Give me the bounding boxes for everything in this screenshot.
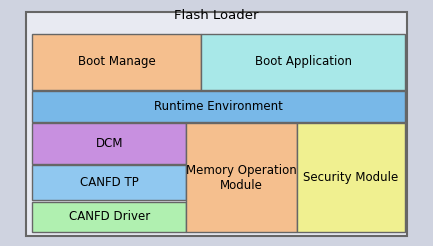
FancyBboxPatch shape [26, 12, 407, 236]
FancyBboxPatch shape [32, 123, 186, 164]
Text: Memory Operation
Module: Memory Operation Module [186, 164, 297, 192]
FancyBboxPatch shape [32, 34, 201, 90]
FancyBboxPatch shape [32, 91, 405, 122]
Text: Runtime Environment: Runtime Environment [154, 100, 283, 113]
FancyBboxPatch shape [201, 34, 405, 90]
Text: Flash Loader: Flash Loader [174, 10, 259, 22]
Text: DCM: DCM [96, 137, 123, 150]
FancyBboxPatch shape [32, 165, 186, 200]
FancyBboxPatch shape [297, 123, 405, 232]
Text: Security Module: Security Module [303, 171, 398, 184]
FancyBboxPatch shape [186, 123, 297, 232]
FancyBboxPatch shape [32, 202, 186, 232]
Text: Boot Manage: Boot Manage [78, 56, 156, 68]
Text: Boot Application: Boot Application [255, 56, 352, 68]
Text: CANFD TP: CANFD TP [80, 176, 139, 189]
Text: CANFD Driver: CANFD Driver [69, 211, 150, 223]
